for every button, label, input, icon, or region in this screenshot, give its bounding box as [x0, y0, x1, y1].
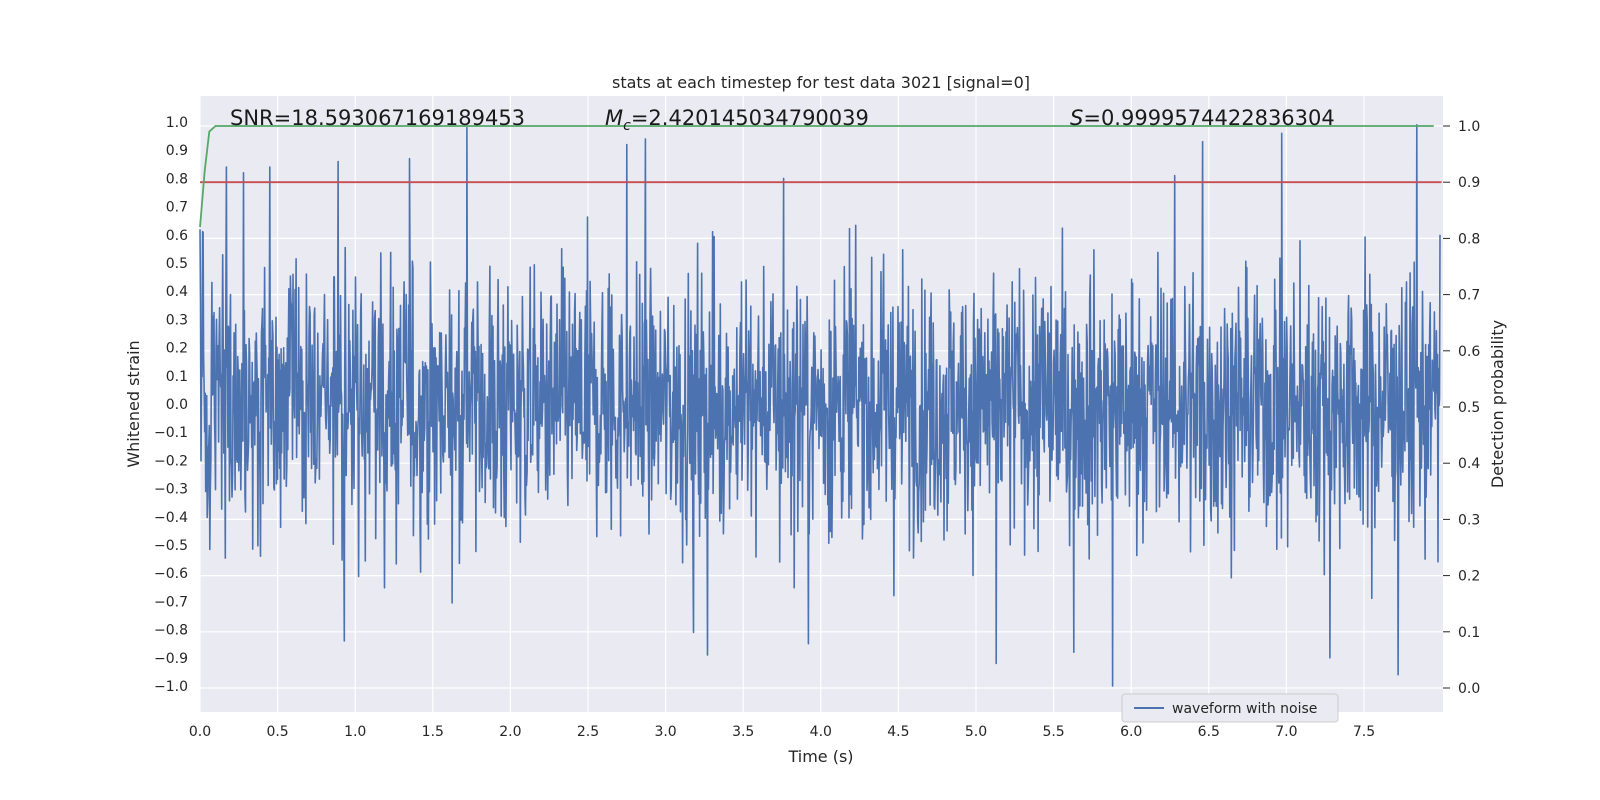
probability-series	[199, 125, 1442, 228]
y2-tick-label: 0.4	[1458, 456, 1480, 472]
x-tick-label: 4.0	[810, 724, 832, 740]
y-tick-label: 0.8	[166, 171, 188, 187]
y-tick-label: 0.2	[166, 341, 188, 357]
y-tick-label: −0.5	[154, 538, 188, 554]
snr-annotation: SNR=18.593067169189453	[230, 106, 525, 130]
y-tick-label: −0.9	[154, 651, 188, 667]
mc-subscript: c	[623, 118, 631, 134]
y2-tick-label: 0.2	[1458, 569, 1480, 585]
y2-axis-title: Detection probability	[1488, 320, 1507, 488]
x-tick-label: 1.5	[422, 724, 444, 740]
y-tick-label: 0.9	[166, 143, 188, 159]
y-tick-label: 0.4	[166, 284, 188, 300]
waveform-line	[199, 124, 1441, 687]
waveform-series	[199, 124, 1441, 687]
y2-tick-label: 0.3	[1458, 512, 1480, 528]
y-tick-label: −0.6	[154, 566, 188, 582]
chart-title: stats at each timestep for test data 302…	[612, 73, 1030, 92]
y-tick-label: 0.1	[166, 369, 188, 385]
y-tick-label: 0.3	[166, 312, 188, 328]
x-tick-label: 0.0	[189, 724, 211, 740]
x-axis-title: Time (s)	[787, 747, 853, 766]
legend-box	[1121, 693, 1339, 723]
x-tick-label: 3.5	[732, 724, 754, 740]
y2-tick-label: 1.0	[1458, 119, 1480, 135]
x-tick-label: 2.0	[499, 724, 521, 740]
x-tick-label: 4.5	[887, 724, 909, 740]
x-tick-label: 7.0	[1275, 724, 1297, 740]
y-tick-label: −0.3	[154, 482, 188, 498]
score-annotation: S=0.9999574422836304	[1070, 106, 1335, 130]
x-tick-label: 5.5	[1042, 724, 1064, 740]
s-symbol: S	[1070, 106, 1083, 130]
y-tick-label: −0.8	[154, 623, 188, 639]
legend-label: waveform with noise	[1172, 701, 1317, 717]
y-tick-label: 0.6	[166, 228, 188, 244]
y-tick-label: 0.7	[166, 200, 188, 216]
y-tick-label: −0.4	[154, 510, 188, 526]
y2-tick-label: 0.7	[1458, 288, 1480, 304]
y2-tick-label: 0.5	[1458, 400, 1480, 416]
x-tick-label: 5.0	[965, 724, 987, 740]
mc-value: =2.420145034790039	[631, 106, 869, 130]
y-tick-label: 0.5	[166, 256, 188, 272]
ticks: 0.0 0.5 1.0 1.5 2.0 2.5 3.0 3.5 4.0 4.5 5.0 5.5 6.0 6…	[154, 115, 1480, 740]
s-value: =0.9999574422836304	[1083, 106, 1334, 130]
x-tick-label: 6.5	[1198, 724, 1220, 740]
y2-tick-label: 0.8	[1458, 231, 1480, 247]
x-tick-label: 7.5	[1353, 724, 1375, 740]
chirp-mass-annotation: Mc=2.420145034790039	[605, 106, 869, 134]
y2-tick-label: 0.0	[1458, 681, 1480, 697]
y-tick-label: 0.0	[166, 397, 188, 413]
y2-tick-label: 0.1	[1458, 625, 1480, 641]
y-tick-label: 1.0	[166, 115, 188, 131]
mc-symbol: M	[605, 106, 623, 130]
x-tick-label: 1.0	[344, 724, 366, 740]
y2-tick-label: 0.9	[1458, 175, 1480, 191]
y-axis-title: Whitened strain	[124, 340, 143, 467]
y-tick-label: −0.7	[154, 594, 188, 610]
x-tick-label: 6.0	[1120, 724, 1142, 740]
x-tick-label: 3.0	[654, 724, 676, 740]
x-tick-label: 0.5	[266, 724, 288, 740]
y-tick-label: −0.1	[154, 425, 188, 441]
x-tick-label: 2.5	[577, 724, 599, 740]
y-tick-label: −1.0	[154, 679, 188, 695]
y-tick-label: −0.2	[154, 453, 188, 469]
legend: waveform with noise	[1121, 693, 1339, 723]
detection-probability-line	[199, 125, 1434, 228]
y2-tick-label: 0.6	[1458, 344, 1480, 360]
